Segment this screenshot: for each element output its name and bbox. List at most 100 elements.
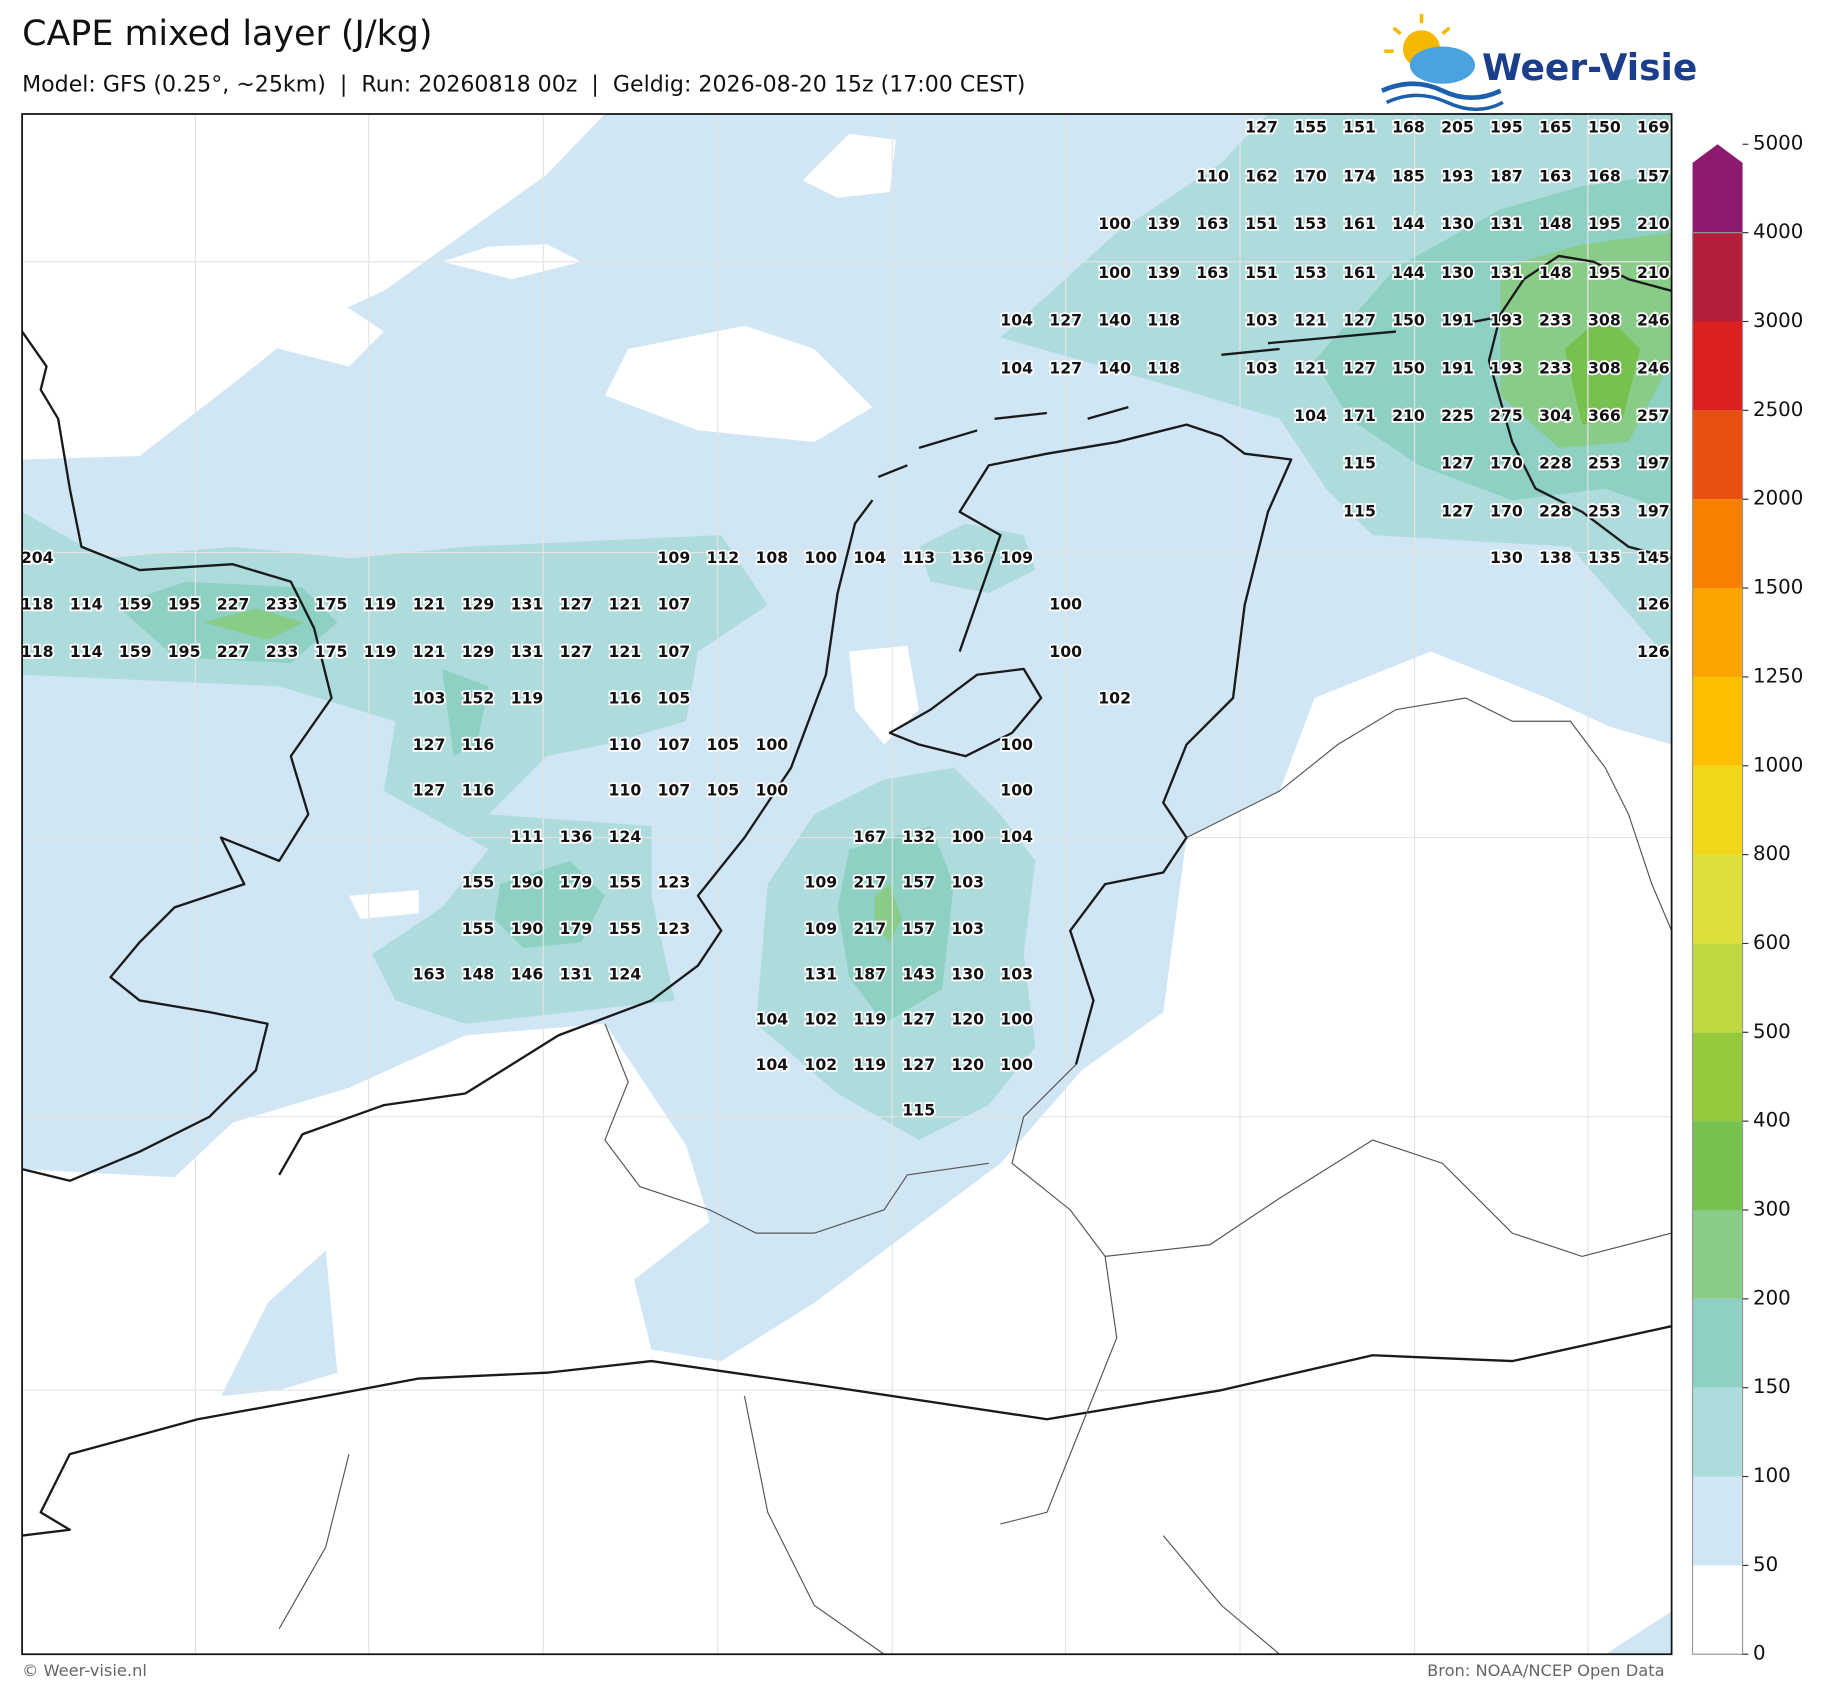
cape-value-label: 162 [1245,166,1278,185]
cape-value-label: 228 [1539,454,1572,473]
cape-value-label: 124 [609,964,642,983]
colorbar-bin [1692,676,1743,766]
colorbar-tick-label: 400 [1753,1109,1791,1132]
cape-value-label: 179 [560,872,593,891]
cape-value-label: 161 [1343,214,1376,233]
cape-value-label: 195 [1588,263,1621,282]
cape-value-label: 253 [1588,454,1621,473]
cape-value-label: 123 [658,872,691,891]
cape-value-label: 163 [1539,166,1572,185]
cape-value-label: 130 [1490,548,1523,567]
cape-value-label: 168 [1588,166,1621,185]
cape-value-label: 366 [1588,406,1621,425]
colorbar-tick-label: 100 [1753,1464,1791,1487]
cape-value-label: 116 [462,781,495,800]
cape-value-label: 195 [1490,117,1523,136]
cape-value-label: 107 [658,594,691,613]
cape-value-label: 127 [1441,501,1474,520]
cape-value-label: 100 [951,827,984,846]
cape-value-label: 169 [1637,117,1670,136]
cape-value-label: 121 [413,642,446,661]
cape-value-label: 100 [1098,263,1131,282]
cape-value-label: 185 [1392,166,1425,185]
cape-value-label: 131 [1490,214,1523,233]
colorbar-tick-label: 0 [1753,1642,1766,1665]
cape-value-label: 171 [1343,406,1376,425]
cape-value-label: 111 [511,827,544,846]
cape-value-label: 179 [560,919,593,938]
colorbar: 0 50 100 150 200 300 400 500 600 800 1000 1250 1500 2… [1691,132,1803,1665]
cape-value-label: 119 [364,594,397,613]
cape-value-label: 113 [902,548,935,567]
colorbar-bin [1692,1387,1743,1477]
colorbar-bin [1692,943,1743,1033]
colorbar-tick-label: 150 [1753,1375,1791,1398]
cape-value-label: 257 [1637,406,1670,425]
cape-value-label: 233 [1539,311,1572,330]
cape-value-label: 115 [1343,454,1376,473]
cape-value-label: 195 [168,594,201,613]
cape-shading [22,114,1672,1655]
cape-value-label: 104 [755,1010,788,1029]
cape-value-label: 157 [902,872,935,891]
logo-text: Weer-Visie [1482,47,1697,89]
cape-value-label: 100 [1049,594,1082,613]
logo: Weer-Visie [1381,13,1697,112]
cape-value-label: 253 [1588,501,1621,520]
cape-value-label: 127 [560,642,593,661]
cape-value-label: 109 [804,872,837,891]
cape-value-label: 127 [1343,311,1376,330]
cape-value-label: 217 [853,872,886,891]
cape-value-label: 120 [951,1010,984,1029]
cape-value-label: 107 [658,735,691,754]
cape-value-label: 127 [902,1010,935,1029]
cape-value-label: 227 [217,594,250,613]
cape-value-label: 193 [1490,358,1523,377]
cape-value-label: 114 [70,594,103,613]
cape-value-label: 145 [1637,548,1670,567]
cape-value-label: 170 [1490,501,1523,520]
cape-value-label: 155 [462,919,495,938]
cape-value-label: 127 [1441,454,1474,473]
cape-value-label: 102 [804,1055,837,1074]
cape-value-label: 131 [804,964,837,983]
cape-value-label: 118 [21,642,54,661]
cape-value-label: 116 [609,689,642,708]
cape-value-label: 132 [902,827,935,846]
cape-value-label: 103 [1245,358,1278,377]
cape-value-label: 143 [902,964,935,983]
cape-value-label: 130 [951,964,984,983]
colorbar-bin [1692,1476,1743,1566]
cape-value-label: 127 [1049,358,1082,377]
cape-value-label: 100 [1000,735,1033,754]
cape-value-label: 127 [1049,311,1082,330]
cape-value-label: 104 [1000,827,1033,846]
cape-value-label: 131 [511,642,544,661]
cape-value-label: 103 [1245,311,1278,330]
colorbar-bin [1692,1032,1743,1122]
cape-value-label: 131 [560,964,593,983]
cape-value-label: 105 [706,781,739,800]
cape-value-label: 148 [1539,214,1572,233]
cape-value-label: 109 [1000,548,1033,567]
cape-value-label: 102 [1098,689,1131,708]
cape-value-label: 197 [1637,501,1670,520]
cape-value-label: 104 [853,548,886,567]
cape-value-label: 136 [560,827,593,846]
cape-value-label: 155 [462,872,495,891]
cape-value-label: 233 [266,642,299,661]
cape-value-label: 105 [706,735,739,754]
cape-value-label: 110 [609,735,642,754]
cape-value-label: 118 [1147,311,1180,330]
cape-value-label: 157 [1637,166,1670,185]
cape-value-label: 107 [658,642,691,661]
cape-value-label: 304 [1539,406,1572,425]
cape-value-label: 130 [1441,214,1474,233]
cape-value-label: 112 [706,548,739,567]
cape-value-label: 103 [951,872,984,891]
colorbar-tick-label: 2500 [1753,398,1803,421]
cape-value-label: 170 [1294,166,1327,185]
footer-right: Bron: NOAA/NCEP Open Data [1427,1661,1665,1680]
cape-value-label: 129 [462,642,495,661]
